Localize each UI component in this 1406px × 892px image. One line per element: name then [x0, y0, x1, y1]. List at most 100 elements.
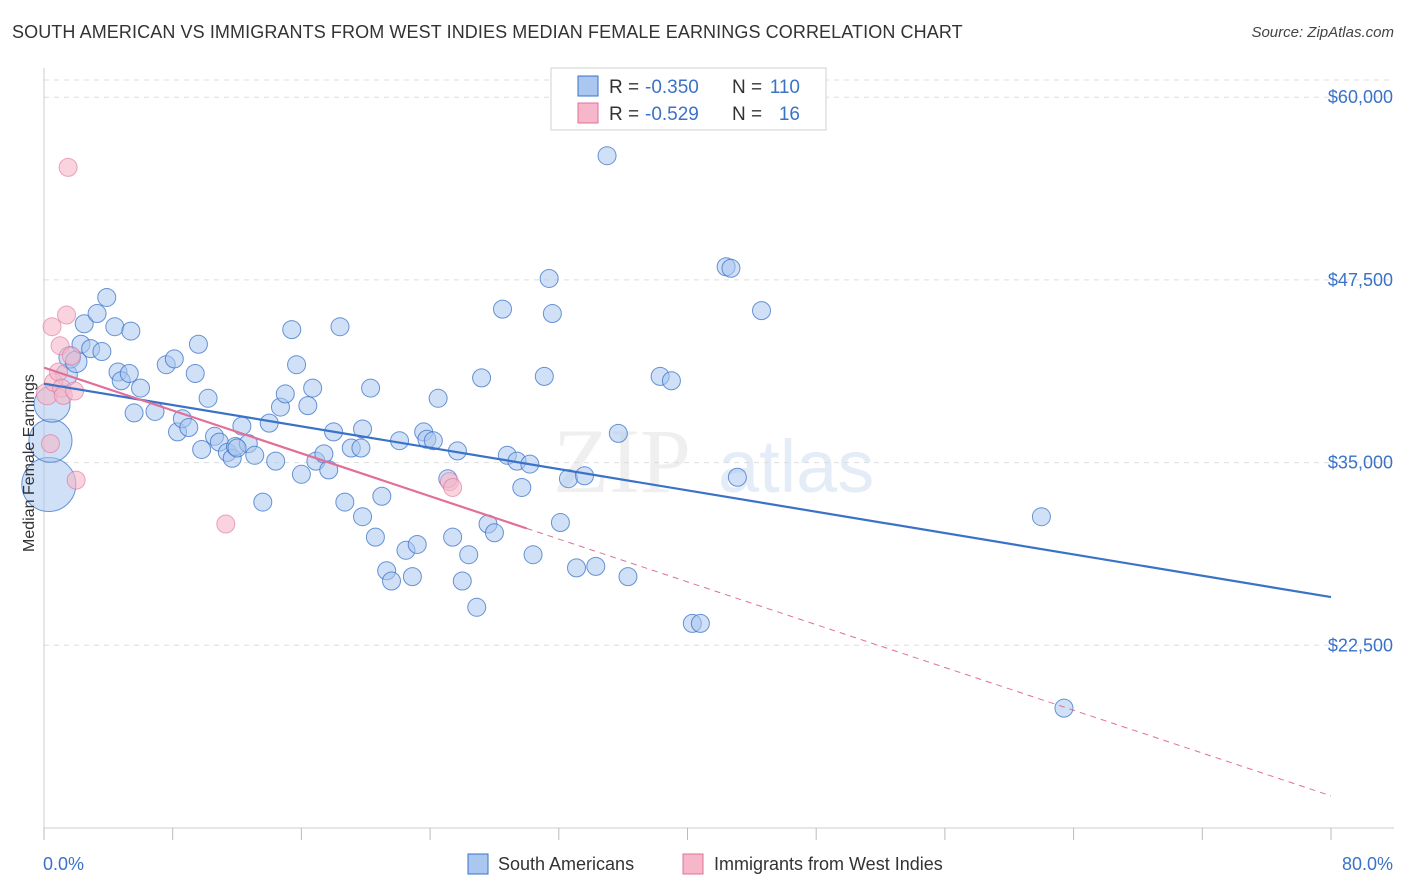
point-south-american: [179, 418, 199, 438]
point-south-american: [575, 466, 595, 486]
gridlines: [44, 79, 1394, 646]
bottom-legend: South Americans Immigrants from West Ind…: [467, 853, 943, 875]
point-south-american: [1031, 507, 1051, 527]
y-tick-label: $47,500: [1328, 270, 1393, 290]
point-south-american: [298, 396, 318, 416]
point-south-american: [291, 464, 311, 484]
point-south-american: [121, 321, 141, 341]
point-south-american: [542, 304, 562, 324]
point-south-american: [131, 378, 151, 398]
legend-r-label-1: R =: [609, 77, 639, 98]
legend-n-value-2: 16: [779, 104, 800, 125]
point-south-american: [586, 556, 606, 576]
point-west-indies: [443, 477, 463, 497]
point-south-american: [423, 431, 443, 451]
bottom-swatch-pink: [682, 853, 704, 875]
legend-n-value-1: 110: [770, 77, 800, 98]
point-south-american: [690, 613, 710, 633]
trend-lines: [43, 366, 1332, 797]
legend-swatch-pink: [577, 102, 599, 124]
point-south-american: [661, 371, 681, 391]
watermark: ZIP atlas: [553, 410, 874, 512]
point-south-american: [319, 460, 339, 480]
point-south-american: [372, 486, 392, 506]
bottom-legend-label-1: South Americans: [498, 854, 634, 874]
chart-title: SOUTH AMERICAN VS IMMIGRANTS FROM WEST I…: [12, 22, 963, 42]
series-south-americans: [21, 146, 1074, 718]
point-south-american: [335, 492, 355, 512]
legend-r-label-2: R =: [609, 104, 639, 125]
point-south-american: [472, 368, 492, 388]
trend-line-west-indies-extension: [526, 527, 1332, 797]
legend-n-label-2: N =: [732, 104, 762, 125]
point-south-american: [353, 419, 373, 439]
point-south-american: [119, 363, 139, 383]
point-south-american: [124, 403, 144, 423]
point-south-american: [351, 438, 371, 458]
point-south-american: [361, 378, 381, 398]
y-tick-label: $60,000: [1328, 87, 1393, 107]
point-south-american: [467, 597, 487, 617]
point-south-american: [287, 355, 307, 375]
point-south-american: [539, 268, 559, 288]
point-south-american: [74, 314, 94, 334]
point-south-american: [566, 558, 586, 578]
point-south-american: [245, 445, 265, 465]
point-south-american: [275, 384, 295, 404]
point-south-american: [381, 571, 401, 591]
point-south-american: [484, 523, 504, 543]
x-tick-label-min: 0.0%: [43, 854, 84, 874]
point-west-indies: [57, 305, 77, 325]
point-south-american: [266, 451, 286, 471]
point-south-american: [192, 439, 212, 459]
point-south-american: [227, 438, 247, 458]
point-south-american: [550, 513, 570, 533]
point-south-american: [407, 534, 427, 554]
point-south-american: [188, 334, 208, 354]
point-south-american: [443, 527, 463, 547]
point-south-american: [752, 301, 772, 321]
point-south-american: [282, 320, 302, 340]
point-west-indies: [65, 381, 85, 401]
point-south-american: [618, 567, 638, 587]
point-south-american: [92, 342, 112, 362]
point-west-indies: [66, 470, 86, 490]
point-south-american: [512, 477, 532, 497]
point-south-american: [597, 146, 617, 166]
point-west-indies: [58, 157, 78, 177]
point-west-indies: [61, 346, 81, 366]
bottom-swatch-blue: [467, 853, 489, 875]
point-south-american: [608, 423, 628, 443]
point-south-american: [97, 287, 117, 307]
point-south-american: [727, 467, 747, 487]
point-south-american: [534, 366, 554, 386]
point-south-american: [492, 299, 512, 319]
source-label: Source: ZipAtlas.com: [1251, 24, 1394, 41]
point-west-indies: [216, 514, 236, 534]
point-south-american: [164, 349, 184, 369]
point-south-american: [523, 545, 543, 565]
watermark-atlas: atlas: [718, 425, 874, 508]
point-west-indies: [42, 317, 62, 337]
tick-labels: $22,500 $35,000 $47,500 $60,000 0.0% 80.0%: [43, 87, 1393, 874]
legend-r-value-1: -0.350: [645, 77, 699, 98]
point-south-american: [87, 304, 107, 324]
point-south-american: [253, 492, 273, 512]
point-south-american: [721, 258, 741, 278]
point-south-american: [185, 363, 205, 383]
point-west-indies: [40, 434, 60, 454]
y-tick-label: $22,500: [1328, 635, 1393, 655]
trend-line-south-americans: [43, 382, 1332, 599]
y-axis-label: Median Female Earnings: [21, 374, 38, 552]
point-south-american: [365, 527, 385, 547]
point-south-american: [198, 388, 218, 408]
x-tick-label-max: 80.0%: [1342, 854, 1393, 874]
legend-box: R = -0.350 N = 110 R = -0.529 N = 16: [550, 67, 827, 131]
point-south-american: [452, 571, 472, 591]
legend-n-label-1: N =: [732, 77, 762, 98]
point-south-american: [459, 545, 479, 565]
point-south-american: [402, 567, 422, 587]
bottom-legend-label-2: Immigrants from West Indies: [714, 854, 943, 874]
point-south-american: [428, 388, 448, 408]
